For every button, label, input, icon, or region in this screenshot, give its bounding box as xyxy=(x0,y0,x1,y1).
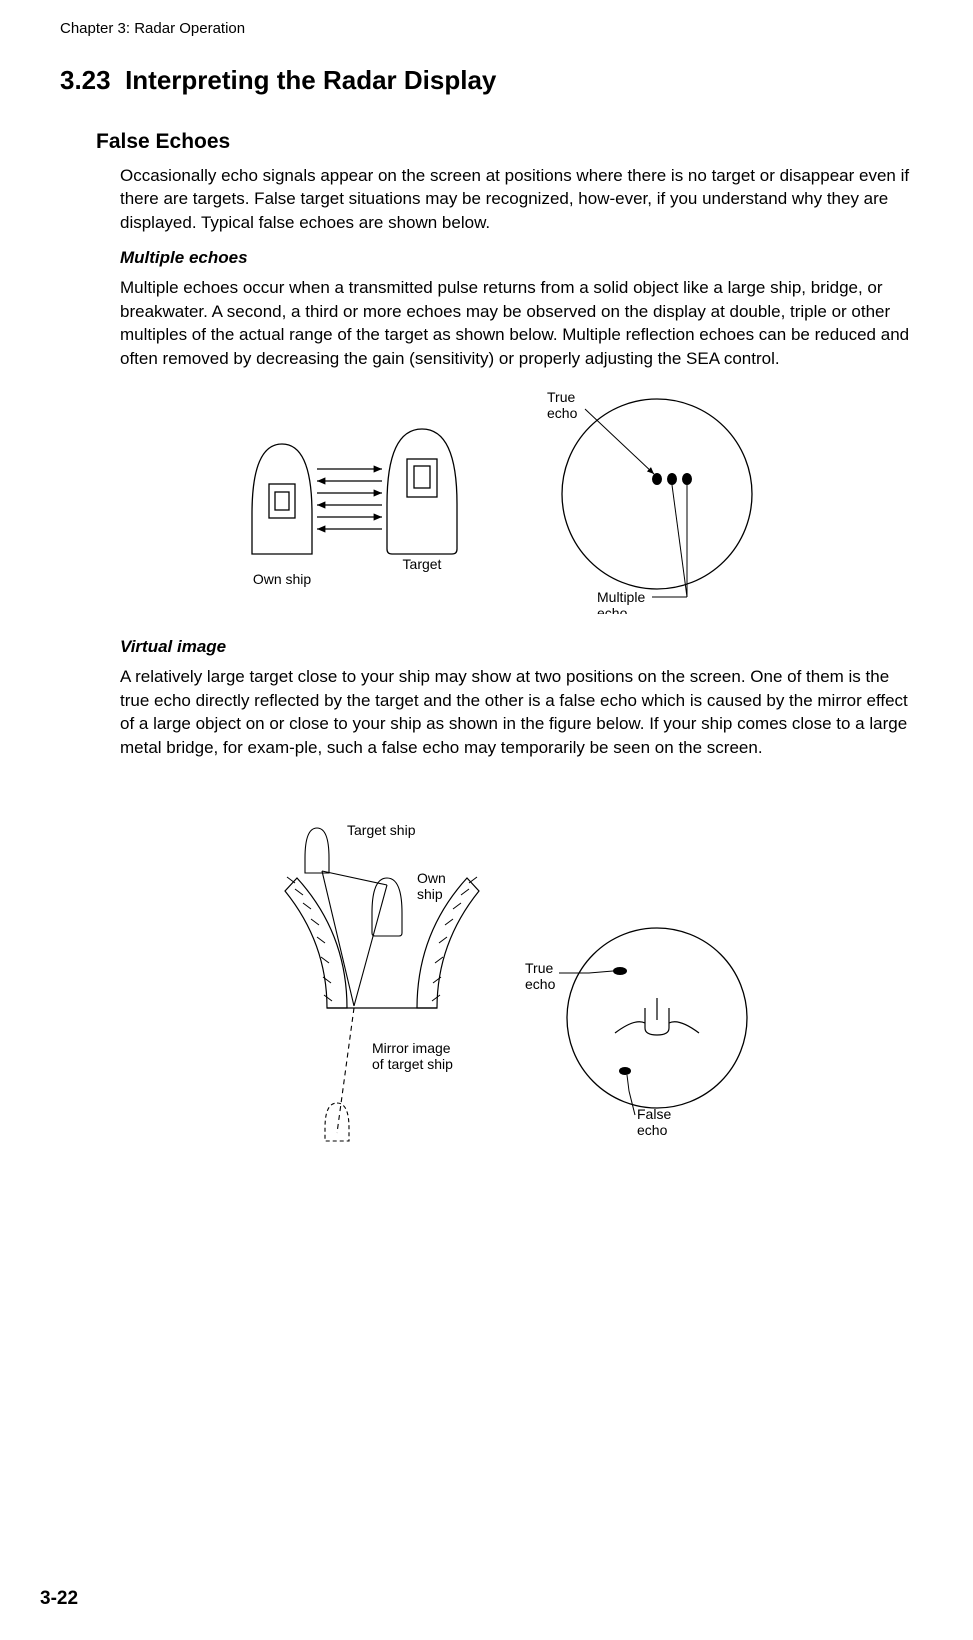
true-echo-label-2: echo xyxy=(547,405,578,421)
heading-false-echoes: False Echoes xyxy=(96,130,913,154)
own-ship-label-1: Own xyxy=(417,870,446,886)
own-ship-shape xyxy=(252,444,312,554)
target-label: Target xyxy=(402,556,441,572)
section-heading: 3.23 Interpreting the Radar Display xyxy=(60,65,913,96)
target-shape xyxy=(387,429,457,554)
own-ship-label-2: ship xyxy=(417,886,443,902)
heading-multiple-echoes: Multiple echoes xyxy=(120,248,913,268)
pulse-arrows xyxy=(317,469,382,529)
bridge-scene: Target ship Own ship Mirror image of tar… xyxy=(285,822,479,1141)
false-echo-label-2: echo xyxy=(637,1122,668,1138)
multiple-echo-label-2: echo xyxy=(597,605,628,614)
radar-scope-virtual: True echo False echo xyxy=(525,928,747,1138)
multiple-echo-label-1: Multiple xyxy=(597,589,645,605)
section-title: Interpreting the Radar Display xyxy=(125,65,496,96)
radar-scope xyxy=(562,399,752,589)
paragraph-virtual: A relatively large target close to your … xyxy=(120,665,913,759)
page: Chapter 3: Radar Operation 3.23 Interpre… xyxy=(0,0,973,1640)
paragraph-multiple: Multiple echoes occur when a transmitted… xyxy=(120,276,913,370)
own-ship-label: Own ship xyxy=(252,571,311,587)
true-echo-v-label-1: True xyxy=(525,960,553,976)
heading-virtual-image: Virtual image xyxy=(120,637,913,657)
target-ship-label: Target ship xyxy=(347,822,416,838)
page-number: 3-22 xyxy=(40,1588,78,1610)
section-number: 3.23 xyxy=(60,65,111,96)
figure-virtual-image: Target ship Own ship Mirror image of tar… xyxy=(120,773,913,1158)
paragraph-intro: Occasionally echo signals appear on the … xyxy=(120,164,913,234)
mirror-label-2: of target ship xyxy=(372,1056,453,1072)
running-head: Chapter 3: Radar Operation xyxy=(60,20,913,37)
true-echo-label-1: True xyxy=(547,389,575,405)
false-echo-label-1: False xyxy=(637,1106,671,1122)
true-echo-v-label-2: echo xyxy=(525,976,556,992)
mirror-label-1: Mirror image xyxy=(372,1040,451,1056)
figure-multiple-echoes: Own ship Target xyxy=(120,384,913,619)
